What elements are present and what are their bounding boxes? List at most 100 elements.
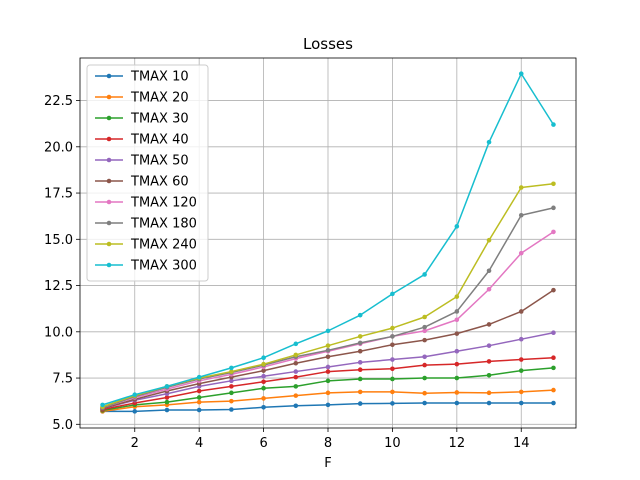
x-axis: 2 4 6 8 10 12 14	[131, 428, 530, 451]
data-point	[293, 403, 299, 409]
data-point	[293, 341, 299, 347]
legend-swatch-marker	[106, 157, 112, 163]
data-point	[422, 400, 427, 406]
legend-swatch-marker	[106, 94, 112, 100]
data-point	[325, 378, 331, 384]
data-point	[454, 294, 460, 299]
data-point	[551, 205, 556, 211]
data-point	[261, 355, 266, 361]
y-tick-label: 5.0	[52, 418, 73, 433]
data-point	[357, 360, 363, 365]
legend-item: TMAX 240	[95, 238, 197, 253]
data-point	[486, 286, 492, 292]
data-point	[551, 365, 556, 371]
x-tick-label: 4	[195, 436, 203, 451]
data-point	[164, 407, 170, 413]
x-tick-label: 6	[259, 436, 267, 451]
legend-swatch-marker	[106, 199, 112, 205]
legend-label: TMAX 60	[130, 175, 189, 190]
data-point	[196, 399, 202, 405]
data-point	[261, 379, 266, 385]
series-tmax-20	[100, 387, 556, 414]
legend-item: TMAX 60	[95, 175, 189, 190]
data-point	[325, 369, 331, 374]
data-point	[518, 336, 524, 342]
legend-item: TMAX 10	[95, 70, 189, 85]
data-point	[551, 181, 556, 187]
data-point	[486, 359, 492, 364]
series-layer	[100, 71, 556, 414]
data-point	[357, 340, 363, 346]
data-point	[325, 364, 331, 370]
data-point	[454, 224, 460, 229]
data-point	[551, 122, 556, 127]
data-point	[390, 325, 395, 331]
data-point	[261, 396, 266, 401]
data-point	[390, 291, 395, 297]
legend-label: TMAX 180	[130, 217, 197, 232]
data-point	[486, 139, 492, 145]
x-tick-label: 14	[513, 436, 530, 451]
data-point	[454, 309, 460, 314]
data-point	[357, 348, 363, 354]
data-point	[325, 390, 331, 396]
series-tmax-50	[100, 330, 556, 411]
data-point	[422, 375, 427, 381]
data-point	[293, 360, 299, 366]
data-point	[422, 314, 427, 320]
data-point	[229, 378, 234, 384]
data-point	[454, 375, 460, 381]
data-point	[293, 384, 299, 389]
data-point	[486, 268, 492, 274]
y-axis: 5.0 7.5 10.0 12.5 15.0 17.5 20.0 22.5	[44, 94, 80, 433]
data-point	[551, 355, 556, 361]
data-point	[390, 342, 395, 348]
data-point	[229, 369, 234, 374]
data-point	[357, 334, 363, 339]
data-point	[518, 250, 524, 256]
legend-swatch-marker	[106, 115, 112, 121]
data-point	[100, 402, 105, 408]
data-point	[229, 407, 234, 412]
data-point	[293, 352, 299, 358]
data-point	[325, 343, 331, 348]
data-point	[551, 387, 556, 393]
data-point	[229, 398, 234, 404]
x-tick-label: 12	[449, 436, 466, 451]
legend-label: TMAX 10	[130, 70, 189, 85]
data-point	[486, 322, 492, 327]
legend-label: TMAX 20	[130, 91, 189, 106]
data-point	[551, 287, 556, 293]
data-point	[422, 328, 427, 334]
data-point	[422, 324, 427, 330]
data-point	[518, 309, 524, 314]
data-point	[164, 384, 170, 389]
data-point	[261, 368, 266, 373]
data-point	[454, 331, 460, 336]
data-point	[518, 368, 524, 373]
legend-label: TMAX 40	[130, 133, 189, 148]
data-point	[422, 354, 427, 360]
data-point	[422, 337, 427, 343]
y-tick-label: 12.5	[44, 279, 73, 294]
data-point	[454, 400, 460, 406]
legend-label: TMAX 300	[130, 259, 197, 274]
data-point	[132, 409, 138, 414]
data-point	[518, 71, 524, 77]
y-tick-label: 20.0	[44, 140, 73, 155]
legend-item: TMAX 180	[95, 217, 197, 232]
data-point	[518, 212, 524, 218]
legend: TMAX 10 TMAX 20 TMAX 30 TMAX 40 TMAX 50 TMAX …	[86, 64, 209, 282]
x-axis-label: F	[324, 456, 331, 471]
data-point	[486, 372, 492, 378]
data-point	[454, 317, 460, 323]
legend-label: TMAX 30	[130, 112, 189, 127]
data-point	[293, 374, 299, 380]
legend-swatch-marker	[106, 220, 112, 226]
x-tick-label: 10	[384, 436, 401, 451]
legend-label: TMAX 50	[130, 154, 189, 169]
data-point	[357, 376, 363, 382]
x-tick-label: 8	[324, 436, 332, 451]
data-point	[196, 374, 202, 380]
data-point	[357, 312, 363, 318]
